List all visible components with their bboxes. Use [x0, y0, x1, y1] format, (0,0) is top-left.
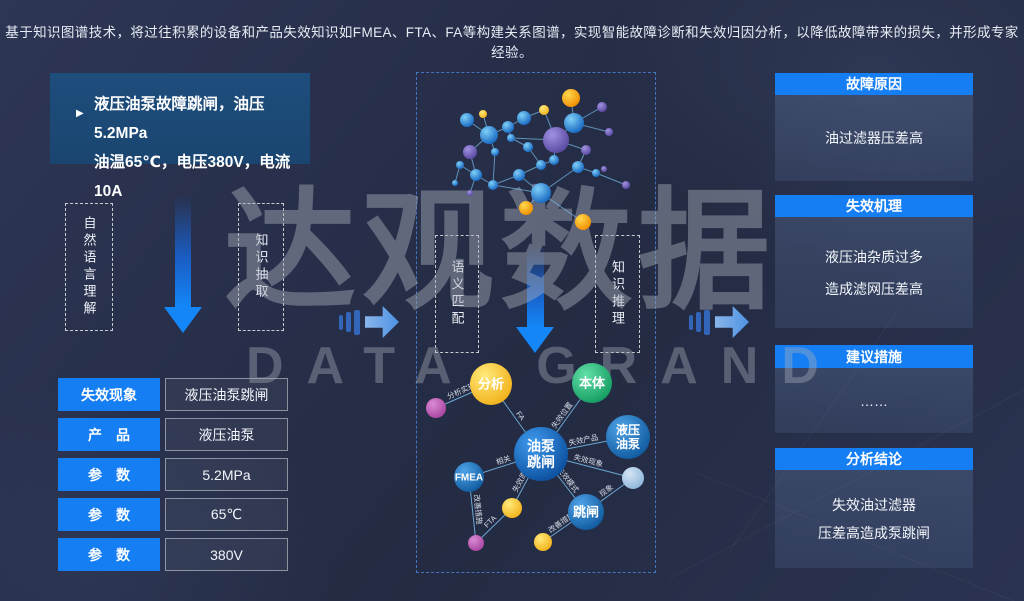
- panel-line: 油过滤器压差高: [825, 130, 923, 146]
- row-value: 液压油泵: [165, 418, 288, 451]
- fault-input-line2: 油温65℃，电压380V，电流10A: [94, 154, 291, 200]
- panel-failure-mechanism: 失效机理 液压油杂质过多 造成滤网压差高: [775, 195, 973, 328]
- panel-title: 故障原因: [775, 73, 973, 95]
- stage-knowledge-reasoning: 知识推理: [595, 235, 640, 353]
- panel-line: 压差高造成泵跳闸: [818, 525, 930, 541]
- row-value: 5.2MPa: [165, 458, 288, 491]
- panel-suggested-measures: 建议措施 ……: [775, 345, 973, 433]
- triangle-bullet-icon: ▶: [76, 108, 84, 119]
- row-value: 65℃: [165, 498, 288, 531]
- table-row: 参 数 5.2MPa: [58, 458, 290, 491]
- row-label: 参 数: [58, 538, 160, 571]
- table-row: 参 数 380V: [58, 538, 290, 571]
- panel-title: 分析结论: [775, 448, 973, 470]
- right-arrow-icon: [339, 306, 399, 338]
- panel-line: 造成滤网压差高: [825, 280, 923, 297]
- panel-title: 失效机理: [775, 195, 973, 217]
- page-description: 基于知识图谱技术，将过往积累的设备和产品失效知识如FMEA、FTA、FA等构建关…: [5, 25, 1019, 60]
- analysis-results-column: 故障原因 油过滤器压差高 失效机理 液压油杂质过多 造成滤网压差高 建议措施 ……: [775, 0, 973, 601]
- panel-fault-cause: 故障原因 油过滤器压差高: [775, 73, 973, 181]
- table-row: 参 数 65℃: [58, 498, 290, 531]
- right-arrow-icon: [689, 306, 749, 338]
- stage-label: 语义匹配: [449, 260, 465, 328]
- down-arrow-icon: [516, 245, 554, 353]
- down-arrow-icon: [164, 196, 202, 333]
- panel-analysis-conclusion: 分析结论 失效油过滤器 压差高造成泵跳闸: [775, 448, 973, 568]
- panel-line: ……: [860, 392, 888, 409]
- fault-input-card: ▶ 液压油泵故障跳闸，油压5.2MPa 油温65℃，电压380V，电流10A: [50, 73, 310, 200]
- stage-knowledge-extraction: 知识抽取: [238, 203, 284, 331]
- panel-title: 建议措施: [775, 345, 973, 368]
- table-row: 失效现象 液压油泵跳闸: [58, 378, 290, 411]
- stage-label: 知识推理: [610, 260, 625, 328]
- extracted-facts-table: 失效现象 液压油泵跳闸 产 品 液压油泵 参 数 5.2MPa 参 数 65℃ …: [58, 378, 290, 578]
- row-label: 产 品: [58, 418, 160, 451]
- stage-label: 知识抽取: [253, 233, 269, 301]
- table-row: 产 品 液压油泵: [58, 418, 290, 451]
- row-label: 参 数: [58, 458, 160, 491]
- row-value: 380V: [165, 538, 288, 571]
- row-label: 失效现象: [58, 378, 160, 411]
- row-label: 参 数: [58, 498, 160, 531]
- knowledge-graph-region: [416, 72, 656, 573]
- row-value: 液压油泵跳闸: [165, 378, 288, 411]
- stage-label: 自然语言理解: [81, 216, 97, 318]
- panel-line: 液压油杂质过多: [825, 248, 923, 265]
- stage-semantic-matching: 语义匹配: [435, 235, 479, 353]
- panel-line: 失效油过滤器: [832, 497, 916, 513]
- stage-natural-language-understanding: 自然语言理解: [65, 203, 113, 331]
- fault-input-line1: 液压油泵故障跳闸，油压5.2MPa: [94, 96, 265, 142]
